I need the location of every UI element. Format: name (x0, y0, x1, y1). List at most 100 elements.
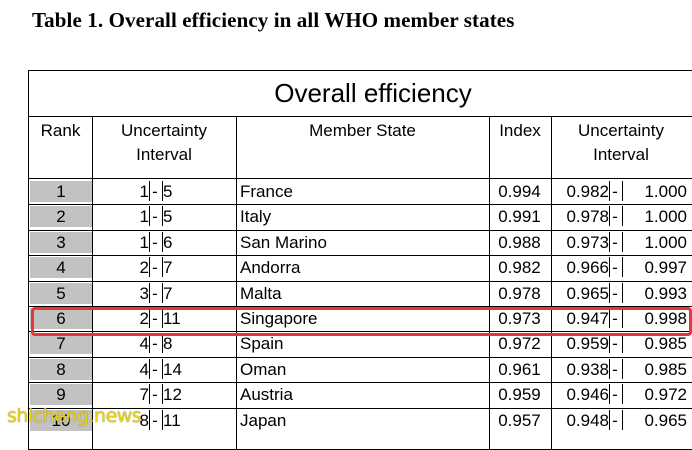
cell-hi: 11 (163, 410, 181, 430)
rank-cell: 3 (30, 231, 92, 253)
header-index: Index (499, 121, 541, 140)
cell-hi: 8 (163, 334, 173, 354)
column-divider (551, 116, 552, 449)
header-divider (29, 178, 692, 179)
interval-dash: - (152, 309, 158, 328)
cell-ihi: 1.000 (644, 232, 687, 252)
cell-ilo: 0.959 (566, 334, 609, 354)
rank-cell: 7 (30, 333, 92, 355)
cell-ihi: 1.000 (644, 207, 687, 227)
column-divider (236, 116, 237, 449)
cell-state: Oman (240, 359, 287, 379)
cell-lo: 4 (139, 334, 149, 354)
header-member-state: Member State (309, 121, 416, 140)
cell-ihi: 0.985 (644, 334, 687, 354)
dash-cell-border (149, 358, 163, 379)
interval-dash: - (152, 258, 158, 278)
cell-index: 0.978 (498, 283, 541, 303)
cell-index: 0.961 (498, 359, 541, 379)
interval-dash: - (152, 232, 158, 252)
interval-dash: - (152, 182, 158, 201)
dash-cell-border (149, 181, 163, 201)
dash-cell-border (149, 333, 163, 354)
rank-cell: 5 (30, 282, 92, 304)
dash-cell-border (609, 231, 623, 252)
dash-cell-border (149, 282, 163, 303)
interval-dash: - (152, 283, 158, 303)
cell-ilo: 0.938 (566, 359, 609, 379)
cell-lo: 1 (139, 207, 149, 227)
column-divider (92, 116, 93, 449)
cell-state: Singapore (240, 309, 318, 328)
cell-state: Japan (240, 410, 287, 430)
interval-dash: - (152, 359, 158, 379)
column-divider (489, 116, 490, 449)
watermark: shicheng.news (7, 405, 142, 427)
dash-cell-border (149, 231, 163, 252)
rank-cell: 4 (30, 257, 92, 279)
cell-ihi: 0.998 (644, 309, 687, 328)
cell-hi: 12 (163, 385, 182, 405)
cell-state: Austria (240, 385, 293, 405)
dash-cell-border (149, 206, 163, 227)
cell-index: 0.994 (498, 182, 541, 201)
dash-cell-border (149, 409, 163, 430)
cell-ilo: 0.978 (566, 207, 609, 227)
header-rank-interval: Uncertainty Interval (121, 121, 207, 164)
cell-ihi: 0.993 (644, 283, 687, 303)
cell-ihi: 0.997 (644, 258, 687, 278)
dash-cell-border (609, 333, 623, 354)
cell-state: Spain (240, 334, 284, 354)
cell-lo: 1 (139, 182, 149, 201)
cell-ilo: 0.965 (566, 283, 609, 303)
dash-cell-border (609, 206, 623, 227)
interval-dash: - (152, 385, 158, 405)
rank-cell: 8 (30, 358, 92, 380)
cell-ilo: 0.947 (566, 309, 609, 328)
interval-dash: - (152, 334, 158, 354)
interval-dash: - (612, 207, 618, 227)
cell-index: 0.959 (498, 385, 541, 405)
rank-cell: 10 (30, 409, 92, 431)
highlight-box (31, 307, 692, 336)
interval-dash: - (612, 232, 618, 252)
rank-cell: 2 (30, 206, 92, 228)
interval-dash: - (612, 385, 618, 405)
rank-cell: 6 (30, 308, 92, 329)
interval-dash: - (152, 207, 158, 227)
cell-lo: 8 (139, 410, 149, 430)
dash-cell-border (609, 181, 623, 201)
dash-cell-border (609, 282, 623, 303)
cell-hi: 7 (163, 258, 173, 278)
cell-hi: 14 (163, 359, 182, 379)
table-banner: Overall efficiency (29, 71, 692, 117)
cell-ihi: 1.000 (644, 182, 687, 201)
cell-ilo: 0.948 (566, 410, 609, 430)
interval-dash: - (612, 283, 618, 303)
row-divider (29, 255, 692, 257)
interval-dash: - (612, 359, 618, 379)
table-caption: Table 1. Overall efficiency in all WHO m… (32, 8, 515, 32)
cell-index: 0.972 (498, 334, 541, 354)
header-index-interval: Uncertainty Interval (578, 121, 664, 164)
cell-lo: 3 (139, 283, 149, 303)
row-divider (29, 356, 692, 358)
cell-ilo: 0.973 (566, 232, 609, 252)
header-rank: Rank (40, 121, 81, 140)
cell-index: 0.991 (498, 207, 541, 227)
row-divider (29, 306, 692, 307)
row-divider (29, 280, 692, 282)
cell-ilo: 0.982 (566, 182, 609, 201)
interval-dash: - (612, 182, 618, 201)
cell-index: 0.988 (498, 232, 541, 252)
rank-cell: 9 (30, 384, 92, 406)
cell-hi: 6 (163, 232, 173, 252)
dash-cell-border (149, 308, 163, 328)
dash-cell-border (149, 257, 163, 278)
cell-state: San Marino (240, 232, 327, 252)
dash-cell-border (609, 308, 623, 328)
row-divider (29, 204, 692, 206)
interval-dash: - (612, 410, 618, 430)
dash-cell-border (609, 384, 623, 405)
cell-lo: 2 (139, 309, 149, 328)
